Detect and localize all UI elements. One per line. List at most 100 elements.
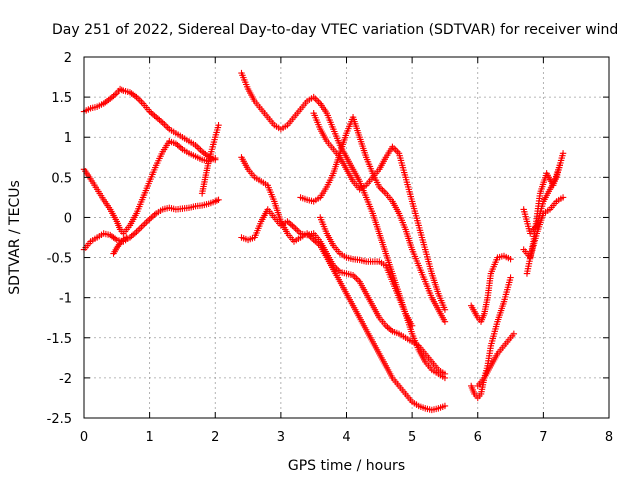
- data-point: [149, 213, 157, 220]
- x-tick-label: 7: [539, 430, 547, 445]
- y-tick-label: -2: [59, 372, 72, 387]
- x-tick-label: 2: [211, 430, 219, 445]
- y-axis-title: SDTVAR / TECUs: [7, 180, 23, 295]
- data-point: [148, 214, 155, 221]
- data-point: [118, 86, 125, 94]
- data-points: [80, 69, 567, 414]
- data-point: [559, 150, 567, 157]
- data-point: [294, 227, 301, 234]
- data-point: [441, 370, 449, 378]
- data-point: [384, 323, 391, 331]
- data-point: [148, 109, 155, 117]
- data-point: [285, 219, 293, 227]
- data-point: [136, 225, 143, 232]
- series-track-d: [110, 234, 130, 257]
- data-point: [138, 98, 145, 106]
- data-point: [215, 196, 222, 203]
- series-track-k: [317, 214, 416, 329]
- data-point: [194, 143, 201, 151]
- data-point: [441, 306, 449, 313]
- data-point: [162, 122, 170, 130]
- data-point: [212, 154, 219, 162]
- series-track-e: [198, 121, 222, 197]
- x-tick-labels: 0 1 2 3 4 5 6 7 8: [80, 430, 613, 445]
- data-point: [144, 217, 152, 224]
- data-point: [559, 194, 567, 201]
- data-point: [134, 95, 142, 102]
- data-point: [136, 97, 143, 104]
- x-tick-label: 5: [408, 430, 416, 445]
- data-point: [139, 222, 147, 229]
- grid-lines: [84, 57, 609, 418]
- data-point: [133, 228, 140, 236]
- series-track-h: [238, 206, 449, 378]
- series-track-n: [474, 330, 518, 390]
- data-point: [159, 119, 166, 126]
- data-point: [197, 146, 204, 154]
- y-tick-labels: 2 1.5 1 0.5 0 -0.5 -1 -1.5 -2 -2.5: [47, 51, 72, 427]
- x-tick-label: 1: [145, 430, 153, 445]
- data-point: [408, 322, 416, 329]
- chart-title: Day 251 of 2022, Sidereal Day-to-day VTE…: [52, 22, 618, 38]
- data-point: [156, 116, 163, 124]
- data-point: [157, 118, 165, 125]
- x-tick-label: 8: [605, 430, 613, 445]
- y-tick-label: 0.5: [51, 171, 72, 186]
- data-point: [313, 97, 321, 104]
- series-track-j: [310, 109, 449, 313]
- data-point: [111, 91, 119, 98]
- series-track-q: [523, 162, 563, 277]
- data-point: [143, 219, 150, 226]
- data-point: [315, 98, 322, 106]
- data-point: [213, 197, 221, 204]
- series-track-m: [467, 252, 514, 325]
- data-point: [292, 225, 299, 232]
- y-tick-label: -1: [59, 292, 72, 307]
- series-track-f: [238, 69, 449, 382]
- data-point: [154, 115, 162, 122]
- data-point: [379, 186, 386, 194]
- data-point: [290, 223, 298, 231]
- x-tick-label: 3: [277, 430, 285, 445]
- data-point: [131, 230, 139, 237]
- y-tick-label: -1.5: [47, 332, 72, 347]
- data-point: [134, 227, 142, 234]
- y-tick-label: -2.5: [47, 412, 72, 427]
- data-point: [141, 220, 148, 228]
- x-tick-label: 0: [80, 430, 88, 445]
- data-point: [123, 234, 130, 241]
- data-point: [510, 330, 518, 337]
- data-point: [381, 188, 388, 195]
- data-point: [289, 222, 296, 229]
- data-point: [195, 145, 203, 152]
- data-point: [385, 325, 393, 332]
- y-tick-label: 1.5: [51, 91, 72, 106]
- series-track-g: [238, 154, 449, 414]
- data-point: [161, 121, 168, 128]
- data-point: [507, 255, 514, 263]
- data-point: [353, 275, 360, 282]
- data-point: [149, 111, 157, 118]
- series-track-i: [297, 113, 449, 325]
- series-track-b: [80, 138, 219, 237]
- data-point: [110, 92, 117, 100]
- data-point: [441, 402, 449, 410]
- y-tick-label: 2: [64, 51, 72, 66]
- x-tick-label: 6: [474, 430, 482, 445]
- data-point: [146, 215, 153, 223]
- data-point: [152, 113, 160, 121]
- data-point: [441, 318, 449, 325]
- y-tick-label: -0.5: [47, 252, 72, 267]
- y-tick-label: 0: [64, 211, 72, 226]
- data-point: [151, 112, 158, 119]
- data-point: [138, 223, 145, 231]
- data-point: [215, 121, 222, 129]
- y-tick-label: 1: [64, 131, 72, 146]
- data-point: [175, 143, 183, 150]
- data-point: [507, 274, 514, 281]
- data-point: [312, 95, 319, 102]
- data-point: [164, 124, 171, 131]
- data-point: [130, 231, 137, 238]
- x-axis-title: GPS time / hours: [288, 458, 405, 474]
